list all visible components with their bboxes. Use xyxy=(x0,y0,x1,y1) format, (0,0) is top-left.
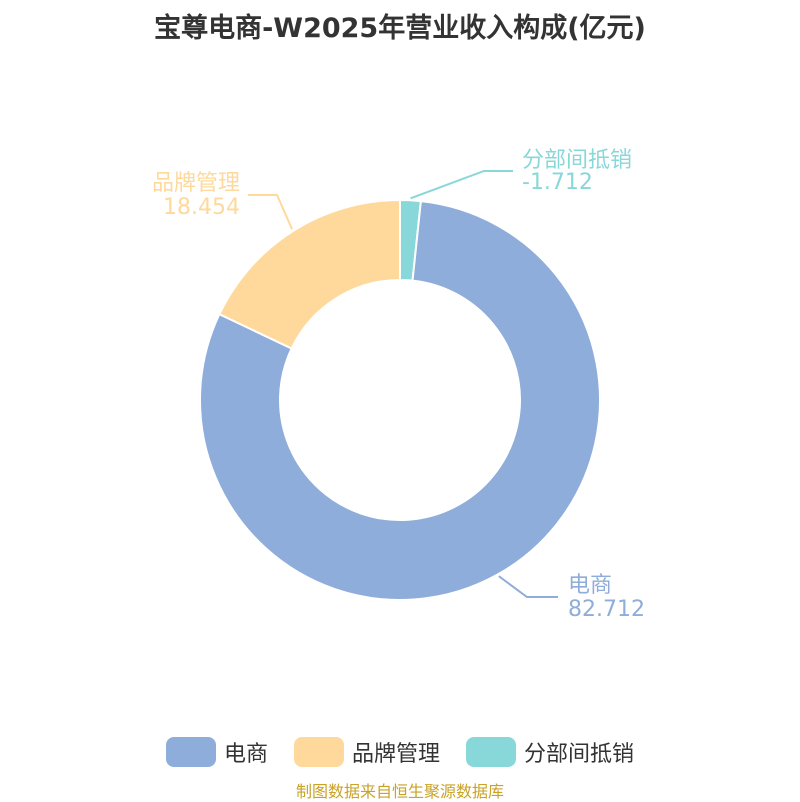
data-label-name-dixiao: 分部间抵销 xyxy=(522,148,632,173)
legend-label-dixiao: 分部间抵销 xyxy=(524,742,635,767)
legend-swatch-pinpai xyxy=(293,737,344,767)
leader-line-dixiao xyxy=(410,170,513,200)
legend-label-dianshang: 电商 xyxy=(223,742,268,767)
legend-item-pinpai[interactable]: 品牌管理 xyxy=(293,736,440,768)
legend-item-dixiao[interactable]: 分部间抵销 xyxy=(466,736,634,768)
slice-dianshang[interactable] xyxy=(199,199,601,601)
leader-line-pinpai xyxy=(248,194,294,230)
data-label-name-pinpai: 品牌管理 xyxy=(152,171,240,196)
data-label-name-dianshang: 电商 xyxy=(568,573,612,598)
legend: 电商 品牌管理 分部间抵销 xyxy=(0,736,800,768)
leader-line-dianshang xyxy=(498,575,558,598)
legend-item-dianshang[interactable]: 电商 xyxy=(165,736,268,768)
legend-label-pinpai: 品牌管理 xyxy=(351,742,440,767)
data-label-value-pinpai: 18.454 xyxy=(163,195,240,220)
slice-pinpai[interactable] xyxy=(218,198,401,350)
data-label-value-dixiao: -1.712 xyxy=(522,170,593,195)
data-label-value-dianshang: 82.712 xyxy=(568,597,645,622)
chart-title: 宝尊电商-W2025年营业收入构成(亿元) xyxy=(154,13,646,44)
legend-swatch-dianshang xyxy=(165,737,216,767)
source-note: 制图数据来自恒生聚源数据库 xyxy=(295,782,504,801)
legend-swatch-dixiao xyxy=(466,737,516,767)
